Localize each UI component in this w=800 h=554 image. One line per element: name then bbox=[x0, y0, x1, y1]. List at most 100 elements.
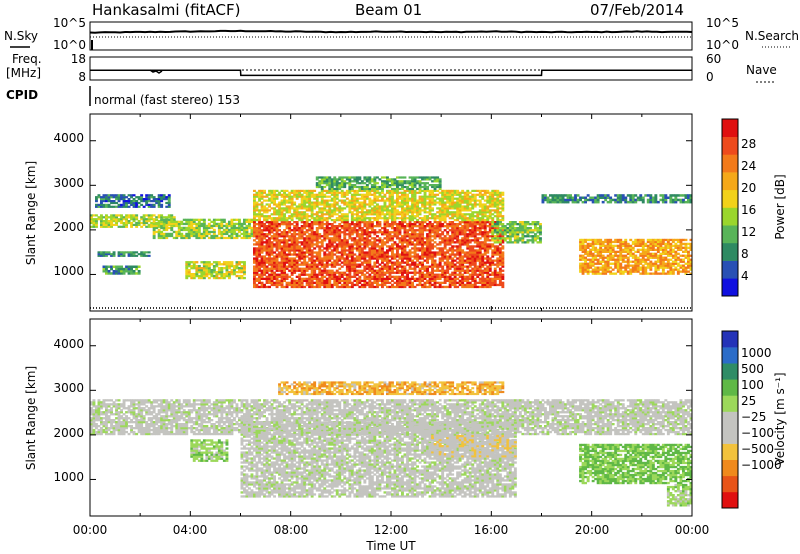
power-cells-cell-6 bbox=[411, 255, 414, 258]
power-cells-cell-4 bbox=[180, 236, 184, 240]
power-cells-cell-6 bbox=[333, 277, 337, 280]
power-cells-cell-2 bbox=[132, 254, 136, 257]
power-cells-cell-6 bbox=[275, 237, 279, 240]
power-cells-cell-6 bbox=[496, 245, 500, 248]
power-cells-cell-6 bbox=[418, 247, 422, 250]
power-cells-cell-7 bbox=[373, 197, 377, 200]
power-cells-cell-7 bbox=[493, 199, 497, 202]
power-cells-cell-6 bbox=[421, 241, 424, 244]
power-cells-cell-6 bbox=[305, 277, 309, 280]
power-cells-cell-6 bbox=[481, 269, 485, 272]
power-cells-cell-6 bbox=[260, 275, 264, 278]
power-cells-cell-5 bbox=[215, 276, 219, 280]
power-cells-cell-7 bbox=[280, 189, 284, 192]
power-cells-cell-6 bbox=[411, 267, 414, 270]
power-cells-cell-7 bbox=[453, 211, 457, 214]
power-cells-cell-4 bbox=[205, 230, 209, 234]
power-cells-cell-7 bbox=[323, 203, 327, 206]
power-cells-cell-6 bbox=[340, 241, 344, 244]
power-cells-cell-6 bbox=[486, 247, 490, 250]
power-cells-cell-5 bbox=[240, 269, 244, 272]
power-cells-cell-6 bbox=[471, 251, 475, 254]
power-cells-cell-4 bbox=[185, 232, 189, 236]
power-cells-cell-5 bbox=[215, 263, 219, 266]
power-cells-cell-6 bbox=[428, 243, 432, 246]
power-cells-cell-7 bbox=[423, 205, 427, 208]
power-cells-cell-7 bbox=[310, 203, 314, 206]
power-cells-cell-6 bbox=[441, 239, 445, 242]
power-cells-cell-6 bbox=[285, 275, 289, 278]
power-cells-cell-6 bbox=[401, 223, 404, 226]
power-cells-cell-4 bbox=[182, 226, 186, 230]
power-cells-cell-8 bbox=[398, 176, 402, 179]
power-cells-cell-6 bbox=[473, 241, 477, 244]
power-cells-cell-6 bbox=[288, 227, 292, 230]
power-cells-cell-7 bbox=[348, 189, 352, 192]
power-cells-cell-7 bbox=[313, 195, 317, 198]
power-cells-cell-6 bbox=[253, 267, 256, 270]
power-cells-cell-6 bbox=[443, 275, 447, 278]
power-cells-cell-7 bbox=[471, 199, 475, 202]
power-cells-cell-4 bbox=[160, 234, 164, 238]
power-cells-cell-6 bbox=[428, 283, 432, 287]
power-cells-cell-6 bbox=[318, 247, 322, 250]
power-cells-cell-0 bbox=[92, 218, 96, 221]
power-cells-cell-6 bbox=[461, 231, 465, 234]
power-cells-cell-6 bbox=[283, 265, 286, 268]
power-cells-cell-6 bbox=[373, 255, 377, 258]
power-cells-cell-8 bbox=[388, 178, 392, 181]
power-cells-cell-7 bbox=[370, 217, 374, 220]
power-cells-cell-6 bbox=[373, 231, 377, 234]
power-cells-cell-6 bbox=[298, 283, 302, 287]
power-cells-cell-8 bbox=[373, 185, 377, 189]
power-cells-cell-6 bbox=[280, 253, 284, 256]
power-cells-cell-7 bbox=[328, 211, 332, 214]
power-cells-cell-6 bbox=[368, 251, 372, 254]
power-cells-cell-6 bbox=[456, 245, 460, 248]
power-cells-cell-6 bbox=[370, 221, 374, 224]
power-cells-cell-6 bbox=[451, 225, 455, 228]
power-cells-cell-6 bbox=[333, 261, 337, 264]
power-cells-cell-0 bbox=[110, 216, 113, 219]
power-cells-cell-6 bbox=[338, 267, 342, 270]
power-cells-cell-6 bbox=[258, 247, 261, 250]
power-cells-cell-6 bbox=[486, 245, 490, 248]
power-cells-cell-6 bbox=[411, 263, 414, 266]
power-cells-cell-7 bbox=[365, 211, 369, 214]
power-cells-cell-6 bbox=[408, 263, 412, 266]
power-cells-cell-6 bbox=[325, 283, 329, 287]
power-cells-cell-5 bbox=[207, 273, 211, 276]
power-cells-cell-7 bbox=[295, 209, 299, 212]
power-cells-cell-7 bbox=[310, 201, 314, 204]
power-cells-cell-6 bbox=[383, 273, 387, 276]
power-cells-cell-6 bbox=[298, 227, 302, 230]
power-cells-cell-7 bbox=[456, 201, 460, 204]
power-cells-cell-0 bbox=[140, 218, 144, 221]
power-cells-cell-6 bbox=[260, 249, 264, 252]
power-cells-cell-0 bbox=[117, 218, 121, 221]
power-cells-cell-7 bbox=[293, 201, 297, 204]
power-cells-cell-6 bbox=[373, 229, 377, 232]
power-cells-cell-5 bbox=[197, 269, 201, 272]
power-cells-cell-7 bbox=[416, 209, 419, 212]
power-cells-cell-6 bbox=[323, 257, 327, 260]
power-cells-cell-1 bbox=[107, 205, 111, 208]
power-cells-cell-6 bbox=[360, 233, 364, 236]
power-cells-cell-6 bbox=[338, 233, 342, 236]
power-cells-cell-7 bbox=[370, 189, 374, 192]
power-cells-cell-6 bbox=[426, 267, 429, 270]
power-cells-cell-7 bbox=[466, 197, 470, 200]
power-cells-cell-7 bbox=[468, 199, 472, 202]
power-cells-cell-7 bbox=[491, 213, 495, 216]
power-cells-cell-6 bbox=[323, 265, 327, 268]
power-cells-cell-6 bbox=[273, 245, 276, 248]
power-cells-cell-7 bbox=[486, 217, 490, 220]
power-cells-cell-6 bbox=[408, 223, 412, 226]
power-cells-cell-6 bbox=[315, 239, 319, 242]
power-cells-cell-6 bbox=[368, 253, 372, 256]
power-cells-cell-6 bbox=[373, 275, 377, 278]
power-cells-cell-8 bbox=[318, 184, 322, 187]
power-cells-cell-0 bbox=[102, 220, 106, 223]
power-cells-cell-5 bbox=[200, 267, 204, 270]
power-cells-cell-7 bbox=[270, 217, 274, 220]
